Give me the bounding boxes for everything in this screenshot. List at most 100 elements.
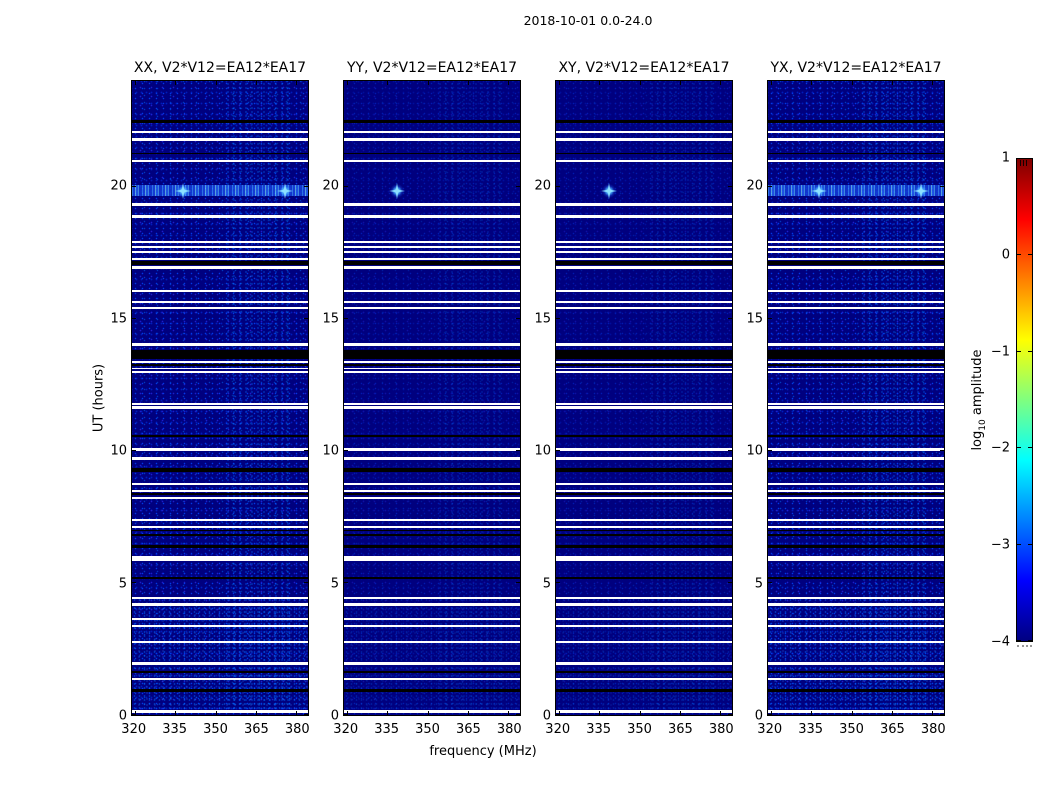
y-tick-label: 5: [542, 576, 551, 591]
flagged-row: [344, 363, 520, 366]
y-tick-label: 20: [534, 178, 551, 194]
flagged-row: [132, 130, 308, 133]
colorbar-tick-mark: [1017, 640, 1021, 641]
y-tick-mark: [768, 317, 772, 319]
flagged-row: [768, 596, 944, 599]
flagged-row: [768, 678, 944, 681]
x-tick-mark: [639, 711, 641, 715]
flagged-row: [768, 258, 944, 261]
colorbar-axis-label: log10 amplitude: [970, 349, 988, 451]
y-tick-mark: [132, 185, 136, 187]
flagged-row: [344, 152, 520, 155]
flagged-row: [344, 300, 520, 304]
x-tick-mark: [770, 711, 772, 715]
flagged-row: [344, 215, 520, 218]
y-axis-label: UT (hours): [91, 363, 107, 433]
flagged-row: [556, 603, 732, 606]
flagged-row: [132, 370, 308, 373]
x-tick-label: 380: [708, 722, 734, 737]
y-tick-label: 10: [746, 443, 763, 459]
flagged-row: [344, 402, 520, 406]
flagged-row: [768, 406, 944, 409]
spectrogram-xy: [555, 80, 733, 716]
x-tick-mark: [891, 81, 893, 85]
x-tick-label: 335: [586, 722, 612, 737]
flagged-row: [768, 119, 944, 124]
flagged-row: [556, 349, 732, 359]
flagged-row: [132, 434, 308, 437]
x-tick-mark: [346, 81, 348, 85]
x-tick-mark: [851, 81, 853, 85]
panel-xx: XX, V2*V12=EA12*EA17 0 5 10 15 20 320 335 350 365…: [110, 60, 309, 737]
flagged-row: [132, 363, 308, 366]
flagged-row: [768, 662, 944, 665]
y-tick-mark: [940, 449, 944, 451]
flagged-row: [344, 467, 520, 472]
flagged-row: [344, 260, 520, 266]
flagged-row: [556, 300, 732, 304]
colorbar-tick-label: −2: [990, 440, 1010, 456]
y-tick-mark: [768, 714, 772, 715]
flagged-row: [768, 370, 944, 373]
flagged-row: [344, 119, 520, 124]
y-tick-label: 15: [534, 311, 551, 326]
y-tick-mark: [516, 317, 520, 319]
flagged-row: [556, 624, 732, 628]
flagged-row: [344, 306, 520, 310]
x-tick-mark: [508, 711, 510, 715]
flagged-row: [768, 624, 944, 628]
y-tick-mark: [940, 714, 944, 715]
y-tick-label: 0: [542, 708, 551, 724]
flagged-row: [132, 406, 308, 409]
y-tick-label: 10: [534, 443, 551, 459]
flagged-row: [132, 482, 308, 486]
flagged-row: [556, 518, 732, 522]
colorbar-tick-label: 0: [1001, 247, 1010, 263]
flagged-row: [132, 671, 308, 674]
x-tick-label: 365: [455, 722, 481, 737]
flagged-row: [132, 467, 308, 472]
flagged-row: [132, 556, 308, 561]
flagged-row: [132, 260, 308, 266]
flagged-row: [556, 533, 732, 536]
flagged-row: [768, 482, 944, 486]
flagged-row: [344, 367, 520, 370]
flagged-row: [132, 258, 308, 261]
flagged-row: [132, 529, 308, 532]
flagged-row: [768, 215, 944, 218]
flagged-row: [556, 467, 732, 472]
flagged-row: [768, 518, 944, 522]
flagged-row: [556, 489, 732, 492]
flagged-row: [344, 556, 520, 561]
flagged-row: [132, 662, 308, 665]
flagged-row: [556, 689, 732, 692]
y-tick-mark: [940, 185, 944, 187]
flagged-row: [344, 370, 520, 373]
flagged-row: [344, 406, 520, 409]
transient-bright-spot: [175, 182, 192, 199]
x-tick-mark: [215, 81, 217, 85]
colorbar-tick-mark: [1017, 254, 1021, 256]
colorbar-tick-mark: [1028, 447, 1032, 449]
flagged-row: [132, 545, 308, 548]
flagged-row: [132, 496, 308, 500]
flagged-row: [344, 457, 520, 461]
x-tick-label: 320: [333, 722, 359, 737]
flagged-row: [556, 678, 732, 681]
flagged-row: [556, 258, 732, 261]
flagged-row: [132, 215, 308, 218]
x-tick-mark: [851, 711, 853, 715]
flagged-row: [768, 577, 944, 580]
colorbar-tick-mark: [1017, 543, 1021, 545]
y-tick-mark: [728, 185, 732, 187]
colorbar: 1 0 −1 −2 −3 −4: [991, 151, 1033, 650]
flagged-row: [132, 300, 308, 304]
x-tick-mark: [255, 81, 257, 85]
flagged-row: [556, 596, 732, 599]
panel-title-yx: YX, V2*V12=EA12*EA17: [770, 60, 942, 76]
y-tick-label: 15: [110, 311, 127, 326]
y-tick-mark: [132, 449, 136, 451]
colorbar-tick-mark: [1028, 640, 1032, 641]
y-tick-mark: [344, 317, 348, 319]
